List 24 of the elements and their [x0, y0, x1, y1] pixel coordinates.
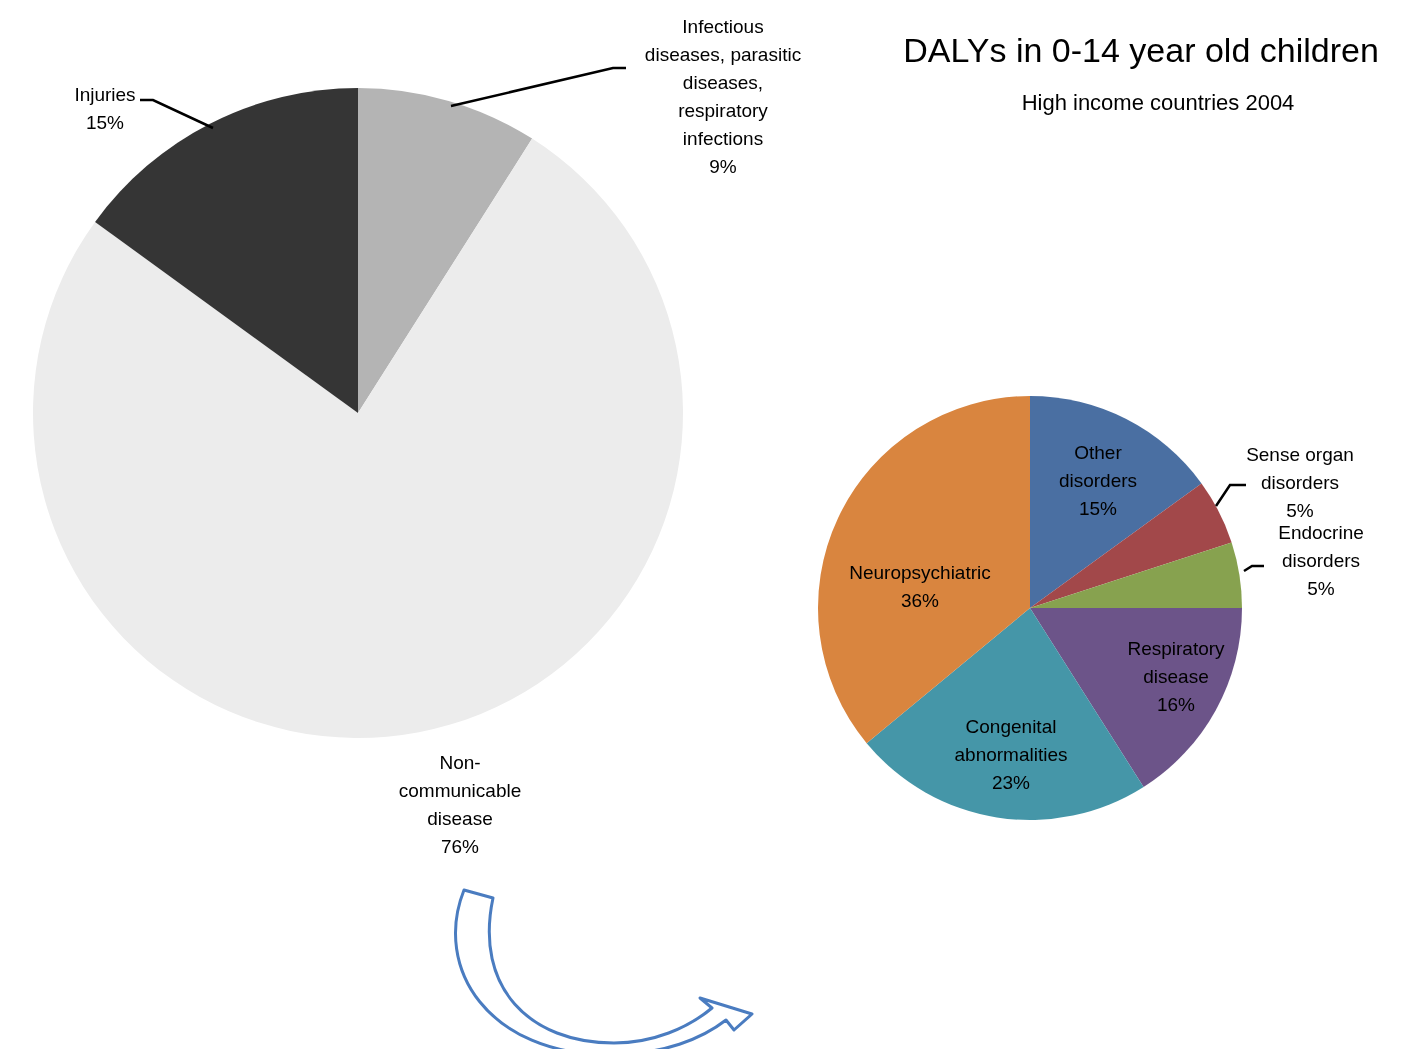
slice-label: Infectious diseases, parasitic diseases, respiratory infections: [644, 16, 802, 149]
data-label: 76%: [440, 836, 480, 857]
data-label: 9%: [709, 156, 737, 177]
slice-label: Sense organ disorders: [1246, 444, 1354, 493]
slice-label: Respiratory disease: [1127, 638, 1226, 687]
pie-slice: [358, 88, 533, 413]
slice-label: Non-communicable disease: [398, 752, 522, 829]
data-label: 15%: [1078, 498, 1118, 519]
chart-subtitle: High income countries 2004: [1021, 90, 1295, 115]
slice-label: Injuries: [74, 84, 136, 105]
data-label: 23%: [991, 772, 1031, 793]
pie-slice: [1030, 542, 1242, 608]
data-label: 5%: [1286, 500, 1314, 521]
slice-label: Other disorders: [1058, 442, 1138, 491]
slice-label: Endocrine disorders: [1278, 522, 1364, 571]
slice-label: Neuropsychiatric: [849, 562, 991, 583]
data-label: 16%: [1156, 694, 1196, 715]
pie-slice: [33, 138, 683, 738]
data-label: 15%: [85, 112, 125, 133]
data-label: 5%: [1307, 578, 1335, 599]
data-label: 36%: [900, 590, 940, 611]
slice-label: Congenital abnormalities: [954, 716, 1068, 765]
chart-title: DALYs in 0-14 year old children: [903, 31, 1379, 69]
pie-slice: [1030, 396, 1202, 608]
